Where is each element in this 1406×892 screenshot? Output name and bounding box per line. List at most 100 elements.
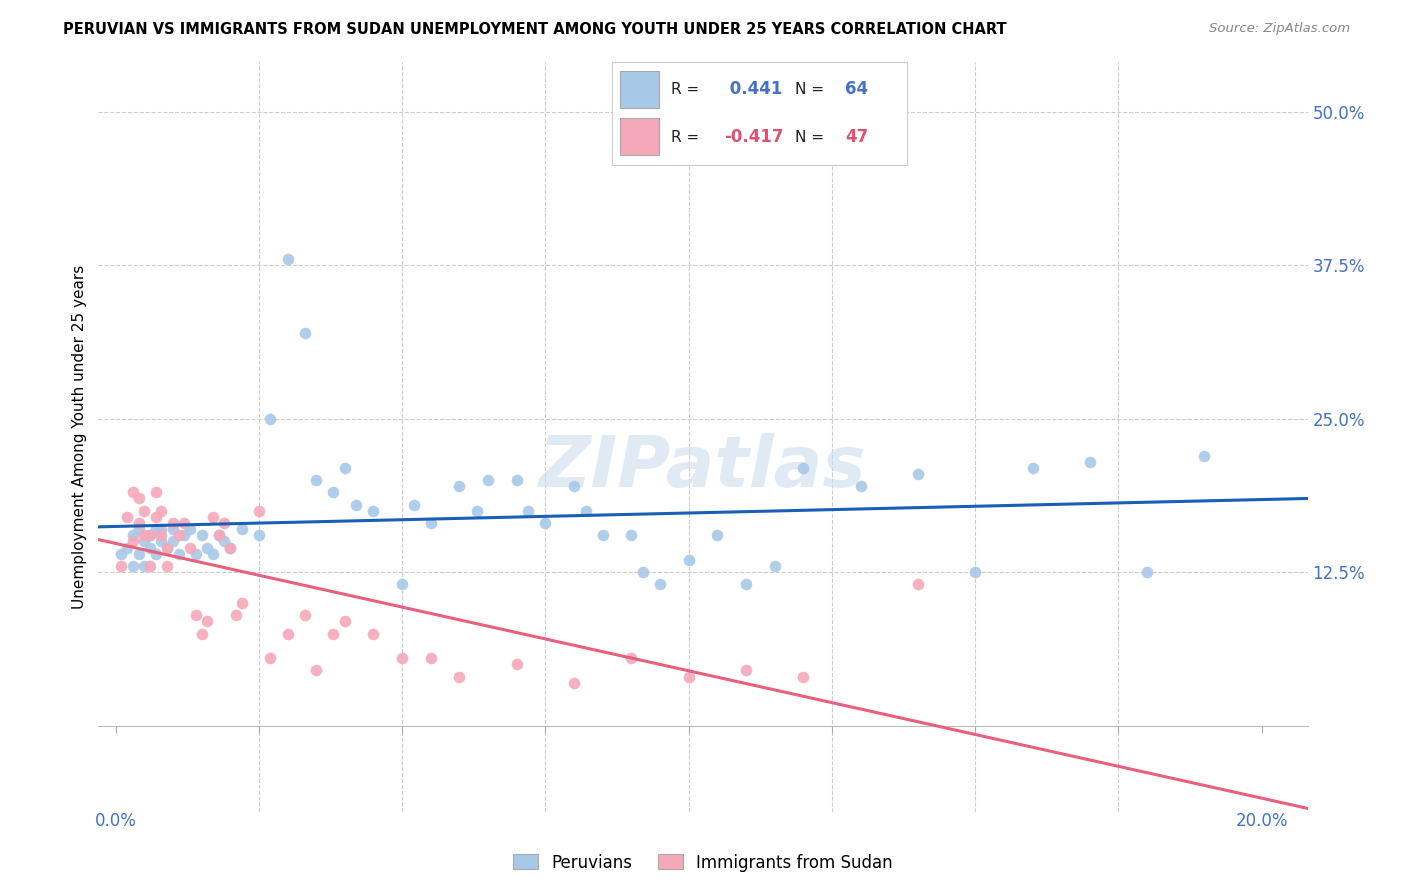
Point	[179, 522, 201, 536]
Point	[134, 559, 156, 574]
Point	[162, 534, 184, 549]
Point	[167, 528, 190, 542]
Point	[134, 528, 156, 542]
Point	[121, 528, 143, 542]
Bar	[620, 118, 659, 155]
Point	[333, 460, 356, 475]
Point	[419, 651, 441, 665]
Point	[115, 541, 138, 555]
Point	[190, 626, 212, 640]
Point	[305, 473, 328, 487]
Point	[208, 528, 231, 542]
Point	[1021, 460, 1043, 475]
Point	[115, 510, 138, 524]
Point	[214, 516, 236, 530]
Point	[156, 559, 179, 574]
Point	[145, 547, 167, 561]
Text: N =: N =	[794, 130, 828, 145]
Point	[150, 504, 173, 518]
Point	[965, 565, 987, 579]
Text: ZIPatlas: ZIPatlas	[540, 433, 866, 501]
Point	[506, 473, 529, 487]
Text: R =: R =	[671, 130, 704, 145]
Point	[184, 608, 207, 623]
Point	[128, 547, 150, 561]
Point	[110, 547, 132, 561]
Point	[225, 608, 247, 623]
Point	[322, 485, 344, 500]
Point	[363, 626, 385, 640]
Point	[219, 541, 242, 555]
Point	[391, 651, 413, 665]
Point	[247, 504, 270, 518]
Point	[121, 559, 143, 574]
Point	[110, 559, 132, 574]
Point	[735, 577, 758, 591]
Text: 0.0%: 0.0%	[94, 812, 136, 830]
Point	[139, 528, 162, 542]
Point	[145, 510, 167, 524]
Point	[202, 510, 225, 524]
Point	[134, 504, 156, 518]
Text: Source: ZipAtlas.com: Source: ZipAtlas.com	[1209, 22, 1350, 36]
Text: R =: R =	[671, 81, 704, 96]
Legend: Peruvians, Immigrants from Sudan: Peruvians, Immigrants from Sudan	[506, 847, 900, 879]
Point	[134, 534, 156, 549]
Y-axis label: Unemployment Among Youth under 25 years: Unemployment Among Youth under 25 years	[72, 265, 87, 609]
Point	[156, 541, 179, 555]
Point	[678, 670, 700, 684]
Point	[121, 534, 143, 549]
Point	[620, 651, 643, 665]
Point	[648, 577, 671, 591]
Point	[792, 460, 814, 475]
Point	[219, 541, 242, 555]
Point	[247, 528, 270, 542]
Text: N =: N =	[794, 81, 828, 96]
Point	[305, 664, 328, 678]
Point	[128, 491, 150, 506]
Text: PERUVIAN VS IMMIGRANTS FROM SUDAN UNEMPLOYMENT AMONG YOUTH UNDER 25 YEARS CORREL: PERUVIAN VS IMMIGRANTS FROM SUDAN UNEMPL…	[63, 22, 1007, 37]
Point	[1136, 565, 1159, 579]
Point	[128, 522, 150, 536]
Point	[449, 479, 471, 493]
Point	[792, 670, 814, 684]
Point	[363, 504, 385, 518]
Point	[128, 516, 150, 530]
Bar	[620, 70, 659, 108]
Point	[465, 504, 488, 518]
Point	[184, 547, 207, 561]
Point	[145, 485, 167, 500]
Point	[195, 615, 218, 629]
Point	[678, 553, 700, 567]
Point	[139, 559, 162, 574]
Point	[231, 522, 253, 536]
Point	[231, 596, 253, 610]
Point	[156, 541, 179, 555]
Point	[145, 522, 167, 536]
Point	[277, 626, 299, 640]
Point	[121, 485, 143, 500]
Point	[259, 411, 281, 425]
Point	[214, 534, 236, 549]
Point	[517, 504, 540, 518]
Text: 47: 47	[845, 128, 868, 146]
Point	[562, 479, 585, 493]
Point	[162, 522, 184, 536]
Point	[167, 547, 190, 561]
Point	[562, 675, 585, 690]
Point	[294, 326, 316, 340]
Text: 20.0%: 20.0%	[1236, 812, 1288, 830]
Text: 0.441: 0.441	[724, 80, 782, 98]
Point	[139, 541, 162, 555]
Point	[277, 252, 299, 266]
Point	[333, 615, 356, 629]
Point	[907, 577, 929, 591]
Point	[506, 657, 529, 672]
Point	[402, 498, 425, 512]
Point	[150, 534, 173, 549]
Point	[150, 522, 173, 536]
Text: -0.417: -0.417	[724, 128, 783, 146]
Text: 64: 64	[845, 80, 868, 98]
Point	[763, 559, 786, 574]
Point	[419, 516, 441, 530]
